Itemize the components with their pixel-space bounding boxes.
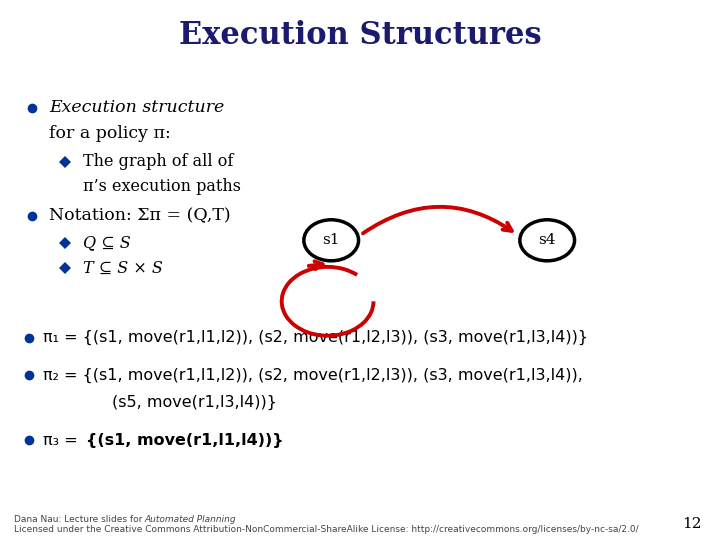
Text: Execution structure: Execution structure bbox=[49, 99, 224, 117]
Text: Q ⊆ S: Q ⊆ S bbox=[83, 234, 130, 252]
Text: Dana Nau: Lecture slides for: Dana Nau: Lecture slides for bbox=[14, 515, 145, 524]
Text: Execution Structures: Execution Structures bbox=[179, 19, 541, 51]
Text: s4: s4 bbox=[539, 233, 556, 247]
Text: {(s1, move(r1,l1,l4))}: {(s1, move(r1,l1,l4))} bbox=[86, 433, 284, 448]
Text: for a policy π:: for a policy π: bbox=[49, 125, 171, 143]
Text: 12: 12 bbox=[683, 517, 702, 531]
Text: Notation: Σπ = (Q,T): Notation: Σπ = (Q,T) bbox=[49, 207, 230, 225]
Text: Automated Planning: Automated Planning bbox=[144, 515, 235, 524]
Text: T ⊆ S × S: T ⊆ S × S bbox=[83, 260, 163, 277]
Circle shape bbox=[304, 220, 359, 261]
Text: s1: s1 bbox=[323, 233, 340, 247]
Text: Licensed under the Creative Commons Attribution-NonCommercial-ShareAlike License: Licensed under the Creative Commons Attr… bbox=[14, 525, 639, 534]
Text: π₁ = {(s1, move(r1,l1,l2)), (s2, move(r1,l2,l3)), (s3, move(r1,l3,l4))}: π₁ = {(s1, move(r1,l1,l2)), (s2, move(r1… bbox=[43, 330, 588, 345]
Circle shape bbox=[520, 220, 575, 261]
Text: π’s execution paths: π’s execution paths bbox=[83, 178, 240, 195]
Text: The graph of all of: The graph of all of bbox=[83, 153, 233, 171]
Text: π₃ =: π₃ = bbox=[43, 433, 83, 448]
Text: (s5, move(r1,l3,l4))}: (s5, move(r1,l3,l4))} bbox=[112, 395, 276, 410]
Text: π₂ = {(s1, move(r1,l1,l2)), (s2, move(r1,l2,l3)), (s3, move(r1,l3,l4)),: π₂ = {(s1, move(r1,l1,l2)), (s2, move(r1… bbox=[43, 368, 583, 383]
